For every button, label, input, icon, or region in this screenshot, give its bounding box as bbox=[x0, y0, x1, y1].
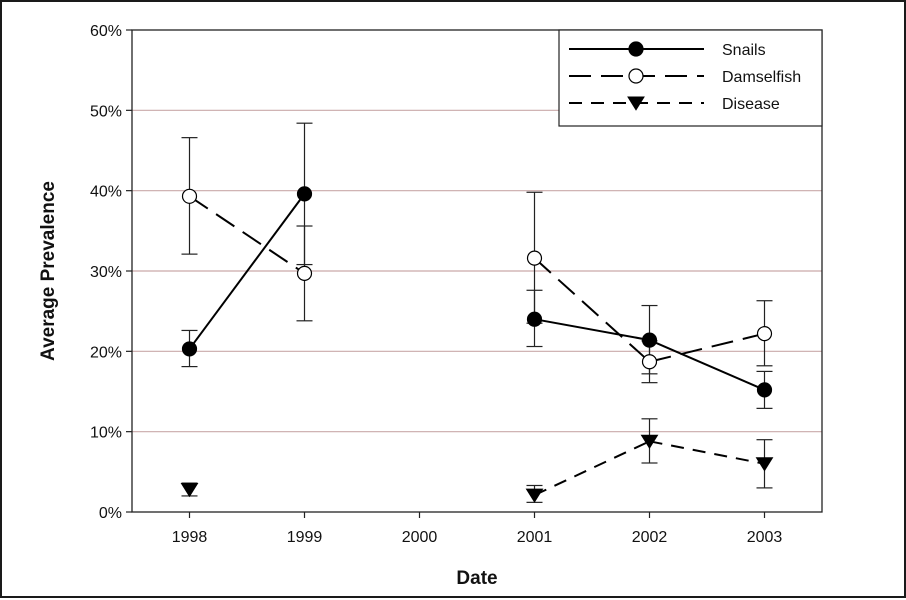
damselfish-point bbox=[526, 250, 543, 266]
snails-point bbox=[181, 341, 198, 357]
damselfish-point bbox=[181, 188, 198, 204]
y-tick-label: 50% bbox=[90, 103, 122, 120]
disease-point bbox=[525, 488, 544, 503]
x-tick-label: 2000 bbox=[402, 529, 438, 546]
snails-point bbox=[526, 311, 543, 327]
x-tick-label: 2002 bbox=[632, 529, 668, 546]
disease-line-segment bbox=[534, 440, 650, 497]
snails-point bbox=[296, 186, 313, 202]
x-axis: 1998 1999 2000 2001 2002 2003 bbox=[172, 512, 783, 546]
series-markers bbox=[180, 186, 774, 503]
snails-line-segment bbox=[534, 318, 650, 342]
disease-line-segment bbox=[649, 440, 765, 465]
legend-marker-disease bbox=[627, 96, 645, 111]
snails-line-segment bbox=[188, 193, 306, 350]
legend-label-disease: Disease bbox=[722, 96, 780, 113]
snails-point bbox=[756, 382, 773, 398]
damselfish-point bbox=[641, 354, 658, 370]
legend-box bbox=[558, 29, 823, 127]
x-axis-title: Date bbox=[456, 568, 497, 589]
disease-point bbox=[640, 434, 659, 450]
disease-point bbox=[180, 483, 199, 498]
y-tick-label: 40% bbox=[90, 184, 122, 201]
snails-line-segment bbox=[649, 339, 765, 391]
damselfish-point bbox=[296, 265, 313, 282]
legend-marker-snails bbox=[628, 41, 644, 57]
snails-point bbox=[641, 332, 658, 348]
gridlines bbox=[132, 109, 822, 433]
damselfish-line-segment bbox=[533, 257, 651, 363]
x-tick-label: 2001 bbox=[517, 529, 553, 546]
damselfish-point bbox=[756, 326, 773, 342]
legend-label-snails: Snails bbox=[722, 42, 766, 59]
error-bars bbox=[181, 122, 773, 503]
x-tick-label: 1998 bbox=[172, 529, 208, 546]
y-tick-label: 60% bbox=[90, 23, 122, 40]
legend: Snails Damselfish Disease bbox=[558, 29, 823, 127]
y-axis: 0% 10% 20% 30% 40% 50% 60% bbox=[90, 23, 132, 522]
x-tick-label: 2003 bbox=[747, 529, 783, 546]
x-tick-label: 1999 bbox=[287, 529, 323, 546]
y-tick-label: 20% bbox=[90, 344, 122, 361]
series-lines bbox=[188, 193, 765, 497]
damselfish-line-segment bbox=[188, 195, 306, 275]
damselfish-line-segment bbox=[649, 332, 765, 363]
y-tick-label: 10% bbox=[90, 425, 122, 442]
y-axis-title: Average Prevalence bbox=[38, 181, 59, 361]
disease-point bbox=[755, 457, 774, 472]
legend-label-damselfish: Damselfish bbox=[722, 69, 801, 86]
y-tick-label: 30% bbox=[90, 264, 122, 281]
y-tick-label: 0% bbox=[99, 505, 122, 522]
legend-marker-damselfish bbox=[628, 68, 644, 84]
